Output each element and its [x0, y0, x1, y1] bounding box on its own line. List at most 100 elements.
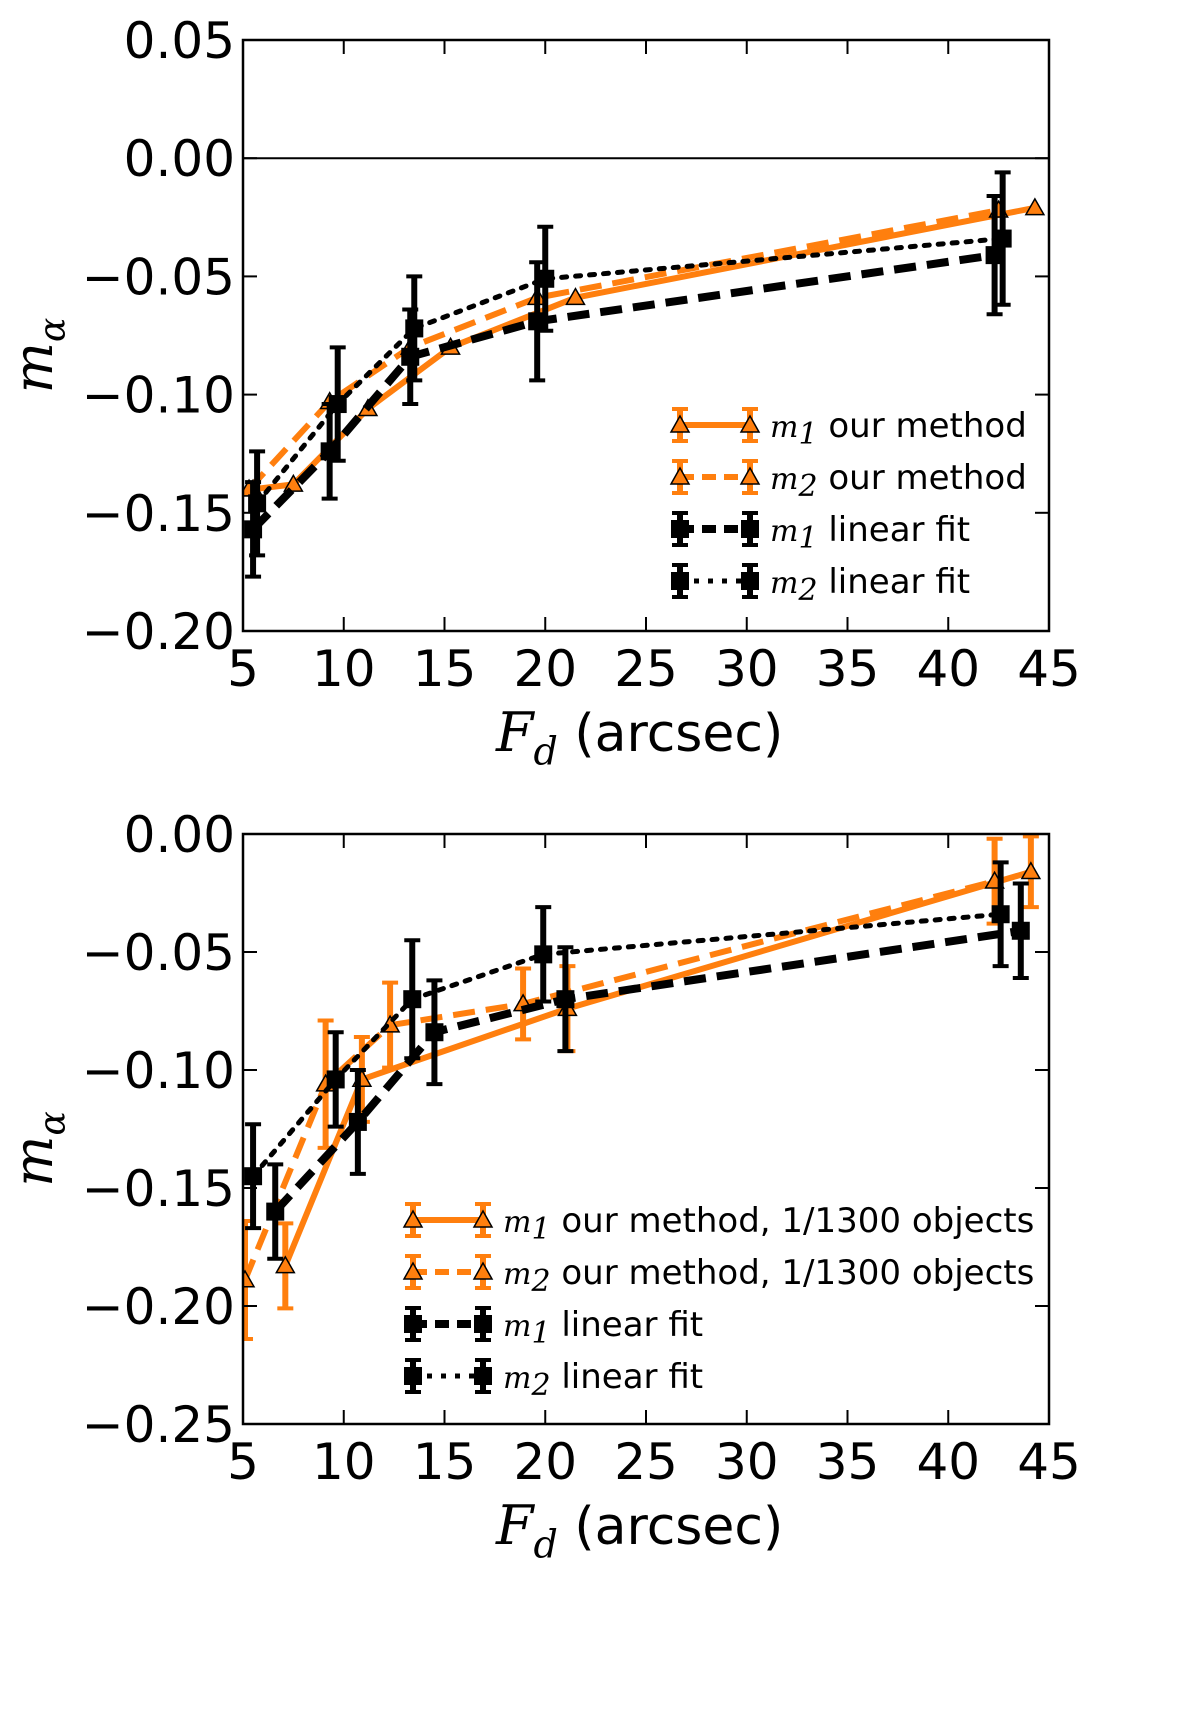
data-point-square	[328, 395, 347, 414]
data-point-square	[991, 905, 1010, 924]
y-tick-label: −0.10	[82, 1042, 235, 1100]
data-point-square	[266, 1202, 285, 1221]
y-tick-label: −0.20	[82, 1278, 235, 1336]
data-point-square	[348, 1112, 367, 1131]
x-tick-label: 20	[513, 1433, 577, 1491]
legend-item: m1 our method	[669, 406, 1027, 452]
data-point-square	[1011, 921, 1030, 940]
data-point-triangle	[565, 287, 586, 306]
legend-marker-triangle	[739, 466, 761, 485]
series-line	[282, 868, 1032, 1268]
x-tick-label: 15	[413, 1433, 477, 1491]
legend-marker-square	[671, 572, 689, 590]
data-point-square	[556, 990, 575, 1009]
legend: m1 our method, 1/1300 objects m2 our meth…	[402, 1201, 1034, 1403]
legend-item: m1 linear fit	[671, 510, 970, 556]
data-point-triangle	[243, 1269, 256, 1288]
series-4	[248, 170, 1012, 558]
data-point-square	[403, 990, 422, 1009]
x-tick-label: 40	[916, 1433, 980, 1491]
y-tick-label: 0.05	[124, 12, 235, 70]
legend-marker-triangle	[669, 466, 691, 485]
data-point-square	[320, 442, 339, 461]
data-point-square	[244, 1167, 263, 1186]
legend-marker-square	[741, 572, 759, 590]
legend-marker-triangle	[402, 1261, 424, 1280]
legend-marker-triangle	[669, 414, 691, 433]
y-axis-label: mα	[2, 1111, 74, 1187]
data-point-square	[993, 229, 1012, 248]
x-tick-label: 25	[614, 1433, 678, 1491]
y-tick-label: −0.10	[82, 367, 235, 425]
x-tick-label: 15	[413, 640, 477, 698]
data-point-triangle	[275, 1255, 296, 1274]
x-tick-label: 5	[227, 1433, 259, 1491]
series-4	[244, 860, 1010, 1231]
legend-marker-square	[741, 520, 759, 538]
series-2	[243, 199, 1009, 497]
data-point-square	[248, 494, 267, 513]
legend-marker-triangle	[402, 1209, 424, 1228]
x-axis-label: Fd (arcsec)	[495, 1494, 783, 1566]
data-point-square	[534, 945, 553, 964]
legend-label: m2 our method	[770, 458, 1027, 504]
y-tick-label: −0.05	[82, 248, 235, 306]
legend-marker-triangle	[739, 414, 761, 433]
x-tick-label: 30	[715, 640, 779, 698]
data-point-square	[536, 269, 555, 288]
legend-marker-square	[404, 1315, 422, 1333]
y-tick-label: 0.00	[124, 806, 235, 864]
y-tick-label: −0.15	[82, 1160, 235, 1218]
legend-item: m1 our method, 1/1300 objects	[402, 1201, 1034, 1247]
legend-label: m1 our method	[770, 406, 1027, 452]
data-point-triangle	[283, 473, 304, 492]
x-tick-label: 5	[227, 640, 259, 698]
legend-item: m1 linear fit	[404, 1305, 703, 1351]
plot-data-area	[243, 170, 1046, 579]
top-chart-panel: 5 10 15 20 25 30 35 40 45 0.05 0.00 −0.05 −0.10 −0.15…	[2, 12, 1081, 773]
legend-label: m1 linear fit	[503, 1305, 703, 1351]
x-tick-label: 30	[715, 1433, 779, 1491]
legend: m1 our method m2 our method m1 linear fit m…	[669, 406, 1027, 608]
x-tick-label: 35	[816, 1433, 880, 1491]
series-line	[246, 207, 1000, 492]
series-line	[252, 204, 1036, 493]
legend-item: m2 our method	[669, 458, 1027, 504]
data-point-square	[405, 319, 424, 338]
data-point-square	[425, 1023, 444, 1042]
series-3	[266, 881, 1030, 1261]
x-tick-label: 25	[614, 640, 678, 698]
y-tick-label: −0.20	[82, 603, 235, 661]
legend-marker-triangle	[472, 1261, 494, 1280]
legend-label: m2 linear fit	[503, 1357, 703, 1403]
legend-marker-square	[404, 1367, 422, 1385]
data-point-square	[326, 1070, 345, 1089]
x-tick-label: 45	[1017, 1433, 1081, 1491]
legend-marker-square	[474, 1367, 492, 1385]
legend-marker-square	[671, 520, 689, 538]
x-axis-label: Fd (arcsec)	[495, 701, 783, 773]
x-tick-label: 40	[916, 640, 980, 698]
legend-label: m1 our method, 1/1300 objects	[503, 1201, 1034, 1247]
legend-label: m1 linear fit	[770, 510, 970, 556]
bottom-chart-panel: 5 10 15 20 25 30 35 40 45 0.00 −0.05 −0.10 −0.15 −0.2…	[2, 806, 1081, 1566]
x-tick-label: 20	[513, 640, 577, 698]
y-tick-label: 0.00	[124, 130, 235, 188]
x-tick-label: 35	[816, 640, 880, 698]
x-tick-label: 10	[312, 640, 376, 698]
legend-item: m2 linear fit	[671, 562, 970, 608]
x-tick-label: 45	[1017, 640, 1081, 698]
legend-label: m2 linear fit	[770, 562, 970, 608]
x-tick-label: 10	[312, 1433, 376, 1491]
plot-data-area	[243, 834, 1042, 1342]
legend-marker-triangle	[472, 1209, 494, 1228]
y-axis-label: mα	[2, 318, 74, 394]
legend-item: m2 linear fit	[404, 1357, 703, 1403]
y-tick-label: −0.15	[82, 485, 235, 543]
legend-label: m2 our method, 1/1300 objects	[503, 1253, 1034, 1299]
data-point-triangle	[1020, 861, 1042, 880]
legend-item: m2 our method, 1/1300 objects	[402, 1253, 1034, 1299]
legend-marker-square	[474, 1315, 492, 1333]
data-point-triangle	[1024, 197, 1046, 216]
